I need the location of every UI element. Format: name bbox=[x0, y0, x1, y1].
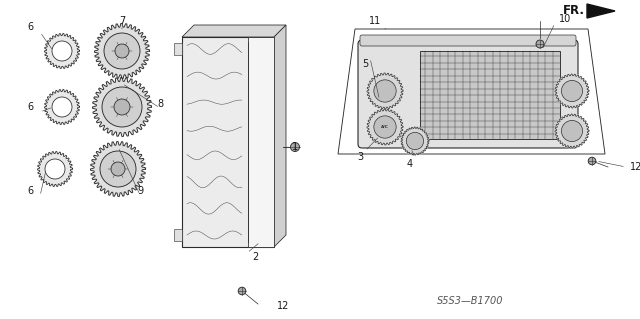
Circle shape bbox=[114, 99, 130, 115]
Text: 6: 6 bbox=[27, 102, 33, 112]
Polygon shape bbox=[93, 78, 152, 137]
Polygon shape bbox=[587, 4, 615, 18]
Circle shape bbox=[111, 162, 125, 176]
Text: 4: 4 bbox=[407, 159, 413, 169]
Circle shape bbox=[45, 159, 65, 179]
Circle shape bbox=[374, 116, 396, 138]
Text: 12: 12 bbox=[277, 301, 289, 311]
Circle shape bbox=[52, 97, 72, 117]
Circle shape bbox=[238, 287, 246, 295]
Bar bbox=[174, 43, 182, 55]
Text: 12: 12 bbox=[630, 162, 640, 172]
Circle shape bbox=[374, 80, 396, 102]
Circle shape bbox=[100, 151, 136, 187]
Circle shape bbox=[406, 132, 424, 150]
Polygon shape bbox=[45, 33, 79, 69]
Text: 11: 11 bbox=[369, 16, 381, 26]
Bar bbox=[420, 51, 560, 139]
Polygon shape bbox=[95, 24, 150, 78]
Text: 6: 6 bbox=[27, 22, 33, 32]
Circle shape bbox=[104, 33, 140, 69]
Polygon shape bbox=[555, 74, 589, 108]
Polygon shape bbox=[274, 25, 286, 247]
Text: A/C: A/C bbox=[381, 125, 389, 129]
FancyBboxPatch shape bbox=[182, 37, 274, 247]
Polygon shape bbox=[45, 90, 79, 124]
Text: 10: 10 bbox=[559, 14, 571, 24]
Polygon shape bbox=[555, 114, 589, 148]
FancyBboxPatch shape bbox=[358, 40, 578, 148]
Polygon shape bbox=[38, 152, 72, 187]
Polygon shape bbox=[401, 127, 429, 155]
Text: 3: 3 bbox=[357, 152, 363, 162]
Polygon shape bbox=[367, 73, 403, 109]
Bar bbox=[174, 229, 182, 241]
Polygon shape bbox=[90, 142, 145, 197]
Circle shape bbox=[536, 40, 544, 48]
Text: 5: 5 bbox=[362, 59, 368, 69]
Polygon shape bbox=[182, 25, 286, 37]
Circle shape bbox=[588, 157, 596, 165]
Bar bbox=[248, 37, 274, 247]
Text: 9: 9 bbox=[137, 186, 143, 196]
Text: 8: 8 bbox=[157, 99, 163, 109]
Text: FR.: FR. bbox=[563, 4, 585, 18]
Circle shape bbox=[115, 44, 129, 58]
Text: 1: 1 bbox=[292, 142, 298, 152]
Text: 7: 7 bbox=[119, 16, 125, 26]
Polygon shape bbox=[367, 109, 403, 145]
Circle shape bbox=[102, 87, 142, 127]
FancyBboxPatch shape bbox=[360, 35, 576, 46]
Circle shape bbox=[52, 41, 72, 61]
Text: S5S3—B1700: S5S3—B1700 bbox=[436, 296, 503, 306]
Circle shape bbox=[561, 121, 582, 142]
Circle shape bbox=[561, 80, 582, 101]
Circle shape bbox=[291, 143, 300, 152]
Text: 6: 6 bbox=[27, 186, 33, 196]
Text: 2: 2 bbox=[252, 252, 258, 262]
